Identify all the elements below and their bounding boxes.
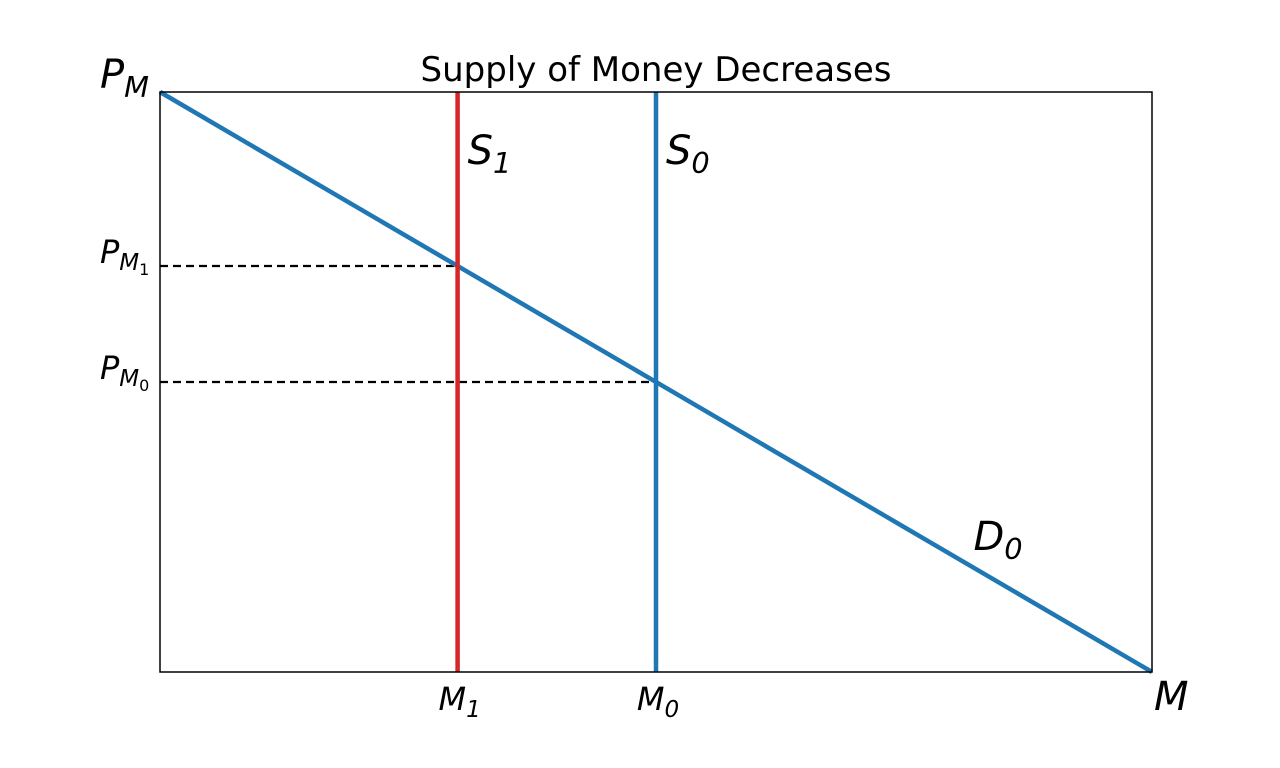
plot-frame — [159, 91, 1153, 673]
curves — [158, 90, 1154, 674]
y-tick-label-1: PM0 — [100, 349, 149, 395]
x-tick-label-1: M0 — [637, 680, 679, 723]
series-label-s0: S0 — [666, 128, 710, 180]
labels: D0 S0 S1 M1 PM1 M0 PM0 PM M — [100, 52, 1189, 723]
y-axis-label: PM — [100, 52, 149, 104]
x-tick-label-0: M1 — [438, 680, 480, 723]
x-axis-label: M — [1154, 674, 1189, 720]
y-tick-label-0: PM1 — [100, 233, 149, 279]
series-label-s1: S1 — [468, 128, 512, 180]
series-label-d0: D0 — [973, 514, 1022, 566]
chart-title: Supply of Money Decreases — [421, 50, 892, 90]
guide-lines — [160, 264, 656, 384]
